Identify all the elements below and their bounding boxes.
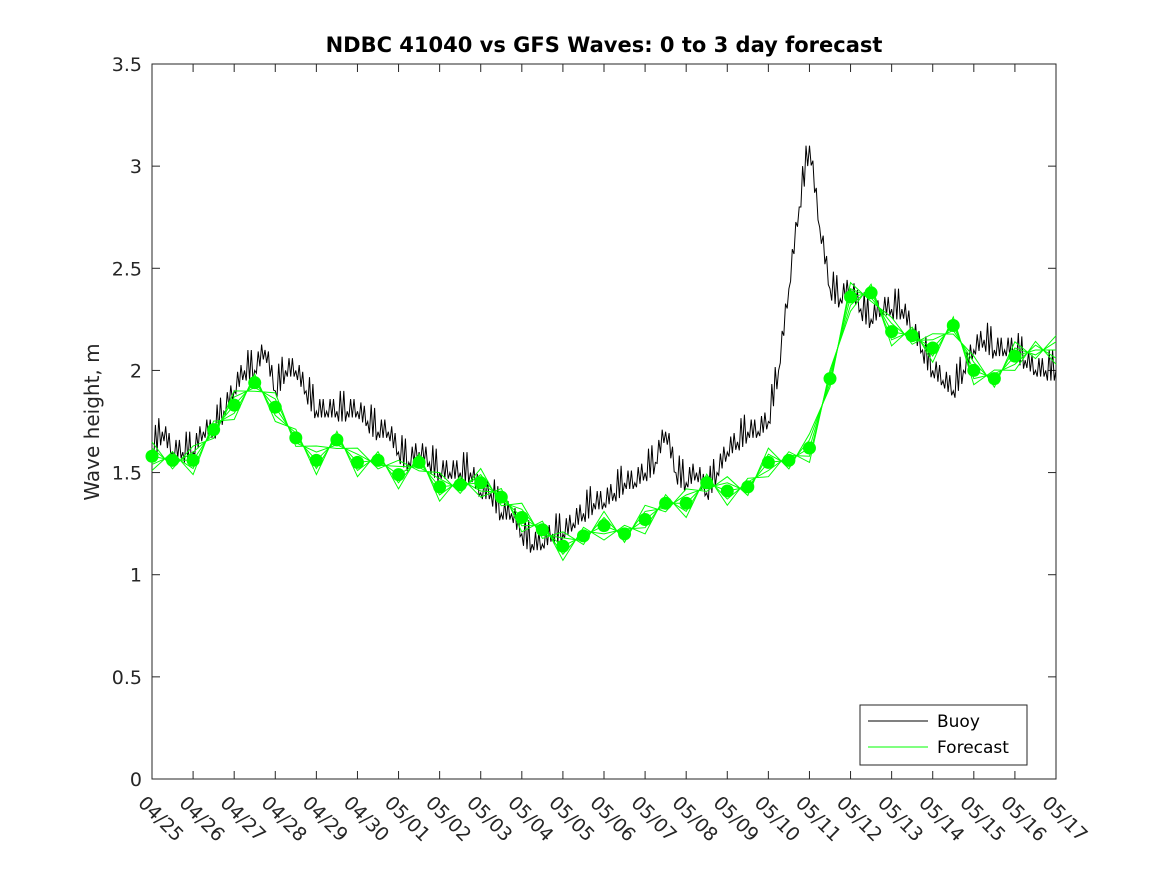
forecast-marker (885, 325, 899, 339)
forecast-marker (166, 453, 180, 467)
x-tick-label: 05/13 (873, 792, 927, 846)
forecast-marker (371, 453, 385, 467)
x-tick-label: 04/27 (216, 792, 270, 846)
forecast-marker (987, 372, 1001, 386)
forecast-marker (926, 341, 940, 355)
forecast-marker (864, 286, 878, 300)
forecast-marker (741, 480, 755, 494)
forecast-marker (330, 433, 344, 447)
forecast-marker (597, 519, 611, 533)
x-tick-label: 04/25 (133, 792, 187, 846)
x-tick-label: 05/03 (462, 792, 516, 846)
x-tick-label: 05/05 (544, 792, 598, 846)
forecast-marker (946, 318, 960, 332)
forecast-marker (145, 449, 159, 463)
x-tick-label: 05/06 (585, 792, 639, 846)
x-tick-label: 05/10 (750, 792, 804, 846)
y-tick-label: 0 (130, 769, 142, 791)
forecast-marker (350, 455, 364, 469)
forecast-marker (289, 431, 303, 445)
chart-title: NDBC 41040 vs GFS Waves: 0 to 3 day fore… (326, 33, 883, 57)
forecast-marker (433, 480, 447, 494)
plot-frame (151, 63, 1057, 780)
forecast-markers (145, 286, 1022, 553)
y-axis-ticks: 0 0.5 1 1.5 2 2.5 3 3.5 (112, 54, 1056, 791)
forecast-marker (659, 496, 673, 510)
x-tick-label: 05/08 (668, 792, 722, 846)
y-tick-label: 1 (130, 565, 142, 587)
forecast-marker (802, 441, 816, 455)
forecast-marker (186, 453, 200, 467)
forecast-marker (844, 290, 858, 304)
x-tick-label: 04/26 (175, 792, 229, 846)
forecast-marker (412, 455, 426, 469)
x-tick-label: 05/16 (996, 792, 1050, 846)
x-tick-label: 05/01 (380, 792, 434, 846)
forecast-marker (227, 398, 241, 412)
x-tick-label: 05/14 (914, 792, 968, 846)
forecast-marker (268, 400, 282, 414)
y-tick-label: 3 (130, 156, 142, 178)
forecast-marker (248, 376, 262, 390)
x-tick-label: 05/11 (791, 792, 845, 846)
x-tick-label: 05/04 (503, 792, 557, 846)
forecast-marker (309, 453, 323, 467)
forecast-series-line-3 (151, 281, 1057, 546)
y-tick-label: 1.5 (112, 463, 142, 485)
x-tick-label: 05/17 (1037, 792, 1091, 846)
forecast-marker (720, 484, 734, 498)
forecast-marker (679, 496, 693, 510)
forecast-marker (823, 372, 837, 386)
x-tick-label: 05/02 (421, 792, 475, 846)
forecast-marker (494, 490, 508, 504)
forecast-marker (392, 468, 406, 482)
legend-forecast-label: Forecast (937, 738, 1009, 758)
x-tick-label: 04/29 (298, 792, 352, 846)
forecast-marker (207, 423, 221, 437)
legend-buoy-label: Buoy (937, 712, 980, 732)
x-tick-label: 05/09 (709, 792, 763, 846)
forecast-marker (638, 513, 652, 527)
plot-area (151, 63, 1057, 780)
y-axis-label: Wave height, m (80, 343, 104, 500)
y-tick-label: 2 (130, 360, 142, 382)
x-tick-label: 04/28 (257, 792, 311, 846)
forecast-marker (535, 523, 549, 537)
forecast-series-line-4 (151, 283, 1057, 562)
legend-box (859, 704, 1028, 766)
forecast-marker (576, 529, 590, 543)
x-tick-label: 05/12 (832, 792, 886, 846)
forecast-marker (1008, 349, 1022, 363)
forecast-marker (618, 527, 632, 541)
x-tick-label: 05/15 (955, 792, 1009, 846)
forecast-marker (453, 478, 467, 492)
y-tick-label: 0.5 (112, 667, 142, 689)
forecast-marker (905, 329, 919, 343)
forecast-marker (700, 476, 714, 490)
buoy-series-line (151, 145, 1057, 553)
forecast-marker (782, 453, 796, 467)
y-tick-label: 3.5 (112, 54, 142, 76)
forecast-marker (967, 363, 981, 377)
x-tick-label: 05/07 (627, 792, 681, 846)
y-tick-label: 2.5 (112, 258, 142, 280)
x-tick-label: 04/30 (339, 792, 393, 846)
forecast-marker (556, 539, 570, 553)
forecast-marker (474, 476, 488, 490)
forecast-marker (515, 511, 529, 525)
legend: Buoy Forecast (859, 704, 1028, 766)
forecast-marker (761, 455, 775, 469)
